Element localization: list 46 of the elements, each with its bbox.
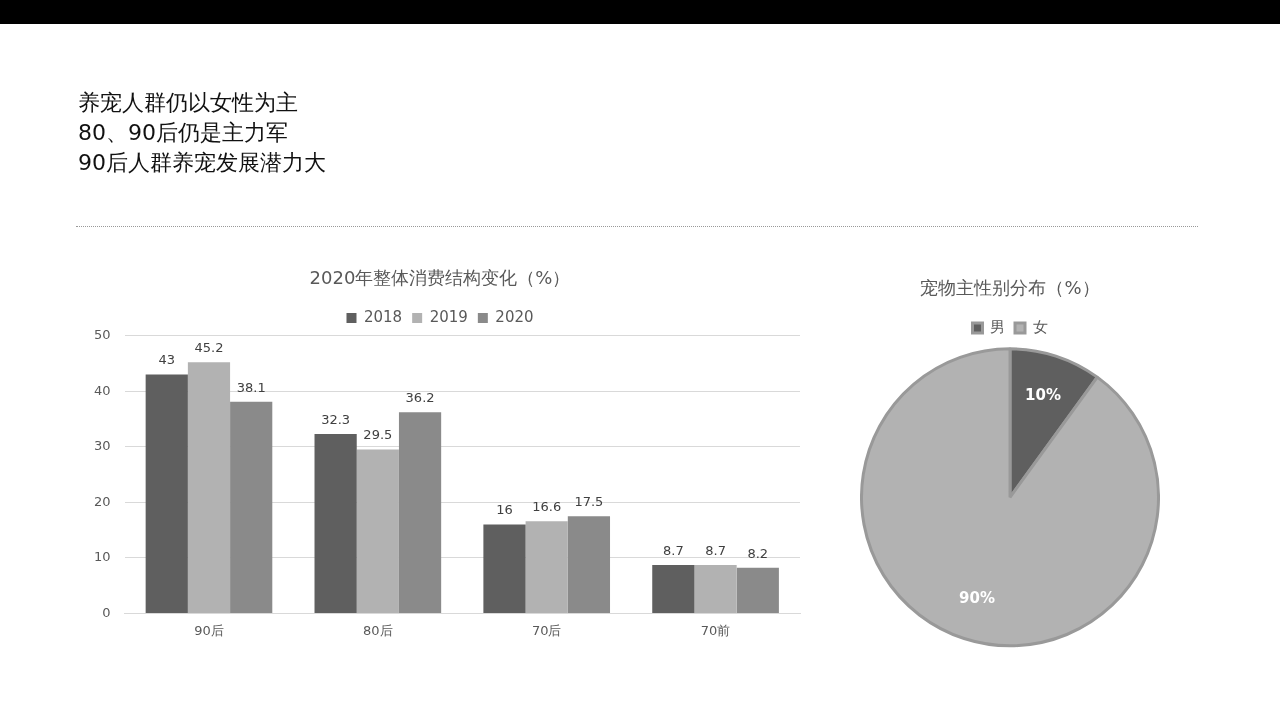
bar [736, 567, 779, 613]
chart-title: 宠物主性别分布（%） [920, 277, 1100, 299]
data-label: 45.2 [194, 340, 224, 356]
text: 90后人群养宠发展潜力大 [78, 149, 326, 177]
y-tick-label: 40 [94, 382, 111, 398]
y-tick-label: 20 [94, 493, 111, 509]
legend-label: 2018 [363, 307, 403, 326]
data-label: 38.1 [236, 379, 266, 395]
bar [230, 401, 273, 613]
text: 养宠人群仍以女性为主 [78, 89, 299, 117]
data-label: 29.5 [363, 427, 393, 443]
bar [567, 516, 611, 613]
data-label: 8.7 [705, 542, 726, 558]
chart-title: 2020年整体消费结构变化（%） [309, 267, 571, 289]
bar [145, 374, 188, 613]
x-tick-label: 80后 [363, 622, 393, 638]
data-label: 43 [158, 352, 176, 368]
x-tick-label: 70后 [531, 622, 562, 638]
bar [694, 565, 737, 613]
y-tick-label: 30 [94, 438, 111, 454]
legend-label: 2019 [429, 307, 468, 326]
data-label: 10% [1025, 385, 1061, 404]
data-label: 32.3 [321, 411, 351, 427]
x-tick-label: 90后 [194, 622, 224, 638]
data-label: 16 [496, 502, 513, 518]
data-label: 8.7 [663, 542, 684, 558]
data-label: 17.5 [574, 494, 604, 510]
bar [483, 524, 526, 613]
data-label: 16.6 [532, 499, 562, 515]
bar [398, 412, 442, 613]
bar [356, 449, 399, 613]
y-tick-label: 10 [94, 549, 111, 565]
y-tick-label: 50 [94, 326, 111, 342]
data-label: 36.2 [405, 390, 435, 406]
legend-label: 男 [990, 317, 1005, 336]
bar [314, 433, 357, 613]
y-tick-label: 0 [102, 604, 111, 620]
bar [525, 521, 568, 613]
legend-label: 2020 [495, 307, 534, 326]
data-label: 8.2 [747, 545, 769, 561]
data-label: 90% [959, 588, 995, 607]
legend-label: 女 [1032, 317, 1048, 336]
x-tick-label: 70前 [700, 622, 731, 638]
text: 80、90后仍是主力军 [78, 119, 289, 147]
bar [187, 362, 231, 613]
bar [652, 565, 695, 613]
